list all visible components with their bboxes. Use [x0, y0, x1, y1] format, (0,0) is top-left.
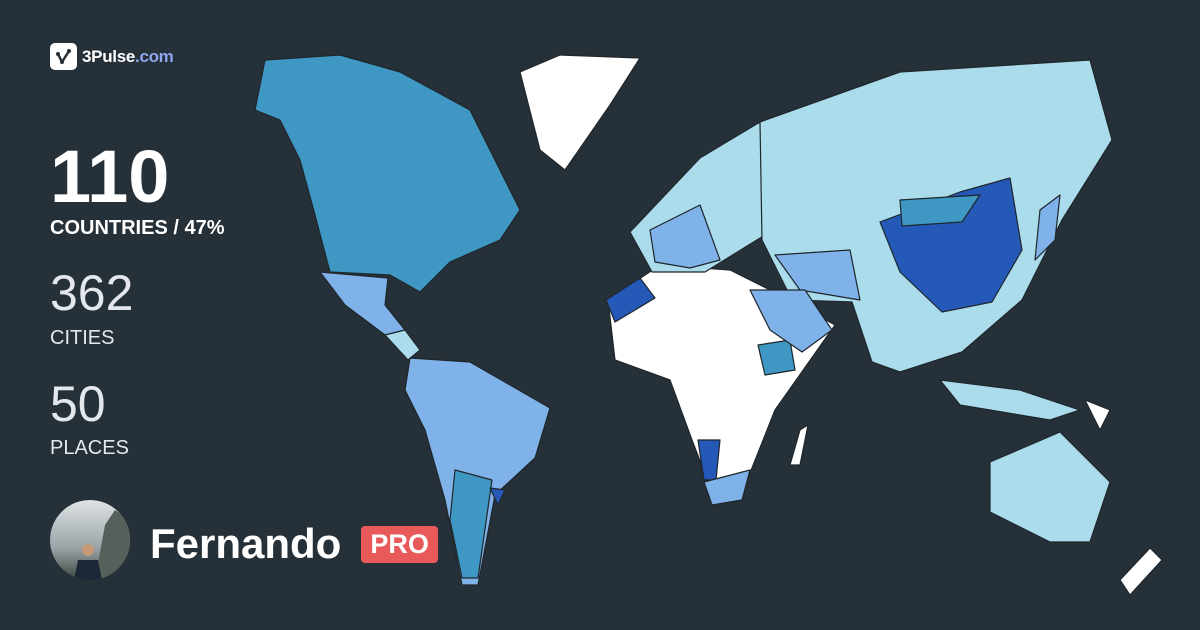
region-ethiopia	[757, 339, 796, 376]
cities-label: CITIES	[50, 327, 115, 349]
region-mexico	[319, 271, 406, 336]
pro-badge: PRO	[361, 525, 438, 563]
region-greenland	[519, 54, 641, 171]
region-south-africa	[703, 469, 751, 506]
region-central-america	[384, 329, 421, 361]
places-label: PLACES	[50, 437, 129, 459]
region-mongolia	[899, 194, 981, 227]
region-argentina	[449, 469, 493, 579]
avatar[interactable]	[50, 500, 130, 580]
brand-logo[interactable]: 3Pulse.com	[50, 43, 174, 70]
user-name: Fernando	[150, 520, 342, 567]
brand-name: 3Pulse.com	[82, 46, 174, 66]
region-madagascar	[789, 424, 809, 466]
region-new-zealand	[1119, 547, 1163, 596]
pulse-check-icon	[50, 43, 77, 70]
region-australia	[989, 431, 1111, 543]
cities-count: 362	[50, 265, 134, 321]
region-middle-east	[774, 249, 861, 301]
region-saudi-arabia	[749, 289, 833, 353]
places-count: 50	[50, 376, 106, 432]
countries-label: COUNTRIES / 47%	[50, 217, 225, 239]
region-indonesia	[939, 379, 1081, 421]
region-papua	[1084, 399, 1111, 431]
region-japan	[1034, 194, 1061, 261]
countries-count: 110	[50, 135, 170, 218]
region-europe-visited	[649, 204, 721, 269]
region-morocco	[605, 277, 656, 323]
region-uruguay	[489, 487, 506, 506]
region-north-america	[254, 54, 521, 293]
region-namibia	[697, 439, 721, 481]
region-south-america	[404, 357, 551, 586]
